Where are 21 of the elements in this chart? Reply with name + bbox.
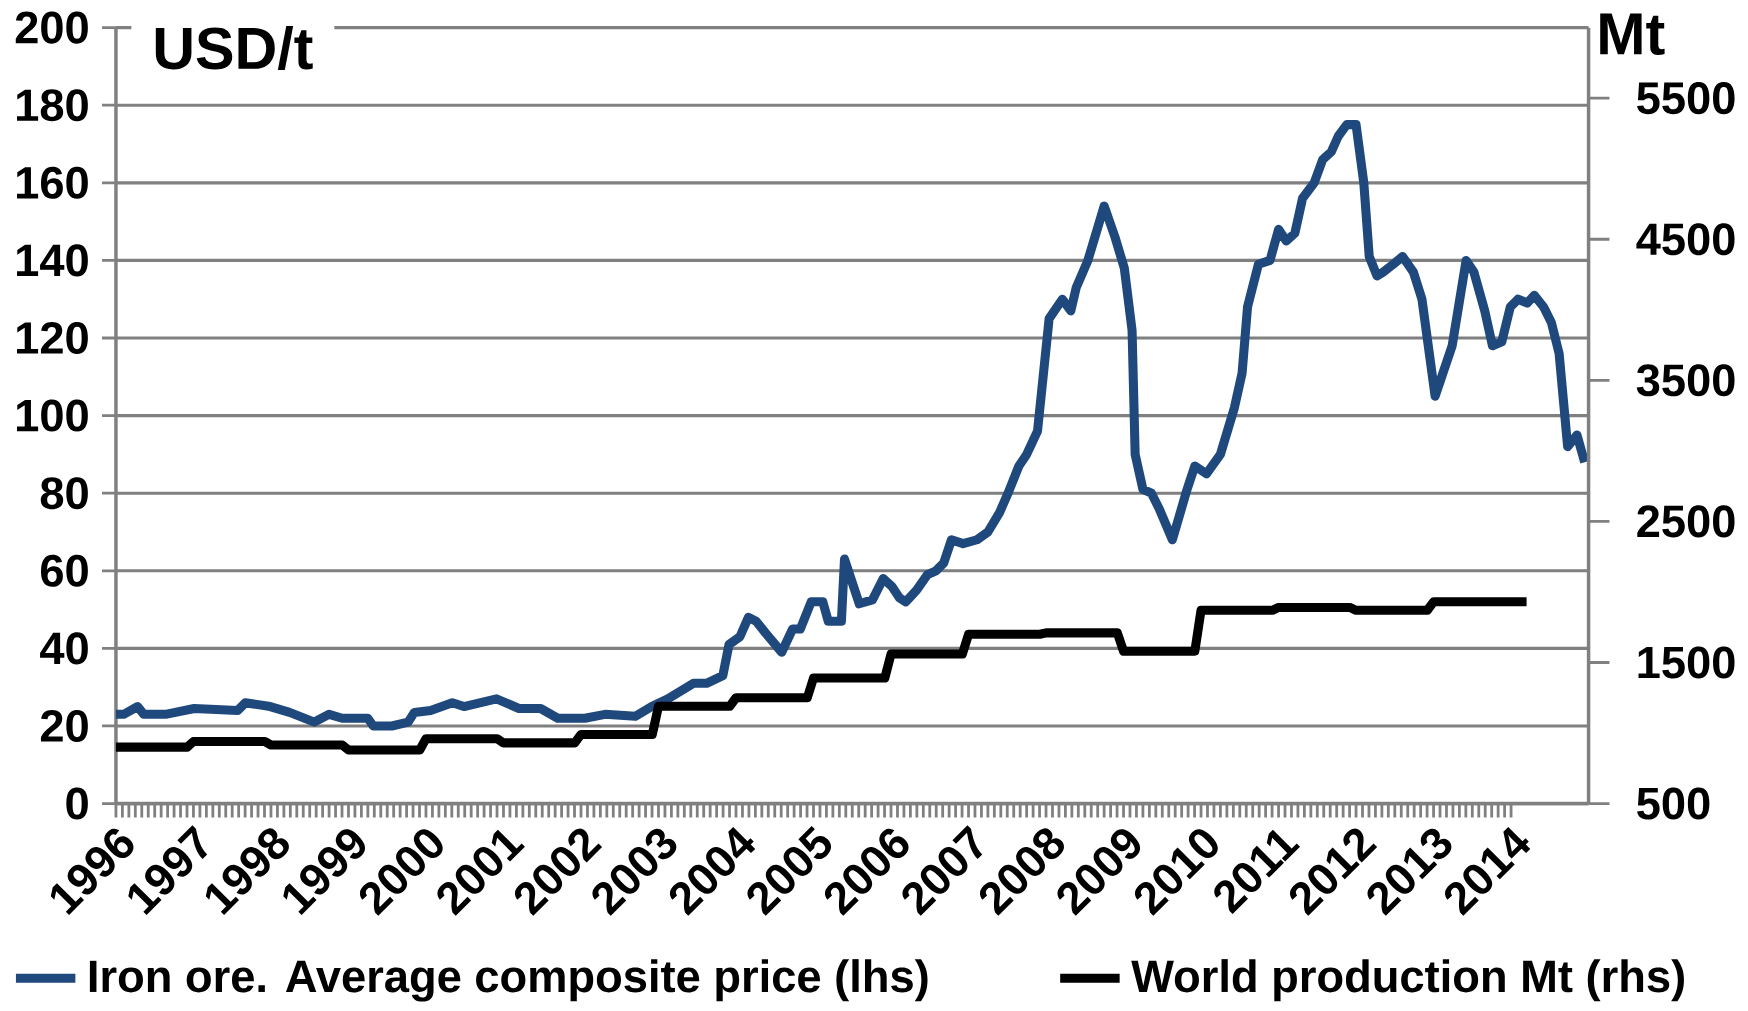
y2-tick-label: 2500 xyxy=(1637,505,1735,538)
y2-tick-label: 4500 xyxy=(1636,223,1735,256)
y-tick-label: 160 xyxy=(17,166,88,199)
y-tick-label: 140 xyxy=(17,244,88,277)
y-tick-label: 0 xyxy=(66,787,88,820)
y-tick-label: 80 xyxy=(40,477,88,510)
y-tick-label: 40 xyxy=(40,632,88,665)
y-tick-label: 120 xyxy=(17,321,88,354)
legend-label: Iron ore. Average composite price (lhs) xyxy=(89,959,928,1002)
y2-axis-title: Mt xyxy=(1600,13,1665,55)
y-axis-title: USD/t xyxy=(155,25,313,70)
y-tick-label: 100 xyxy=(17,399,88,432)
y2-tick-label: 500 xyxy=(1637,787,1710,820)
y-tick-label: 20 xyxy=(40,709,88,742)
legend-label: World production Mt (rhs) xyxy=(1131,959,1684,1002)
y-tick-label: 200 xyxy=(15,11,88,44)
y2-tick-label: 5500 xyxy=(1637,82,1735,115)
y-tick-label: 60 xyxy=(41,554,88,587)
y2-tick-label: 3500 xyxy=(1636,364,1735,397)
y2-tick-label: 1500 xyxy=(1638,646,1735,679)
y-tick-label: 180 xyxy=(17,89,88,122)
